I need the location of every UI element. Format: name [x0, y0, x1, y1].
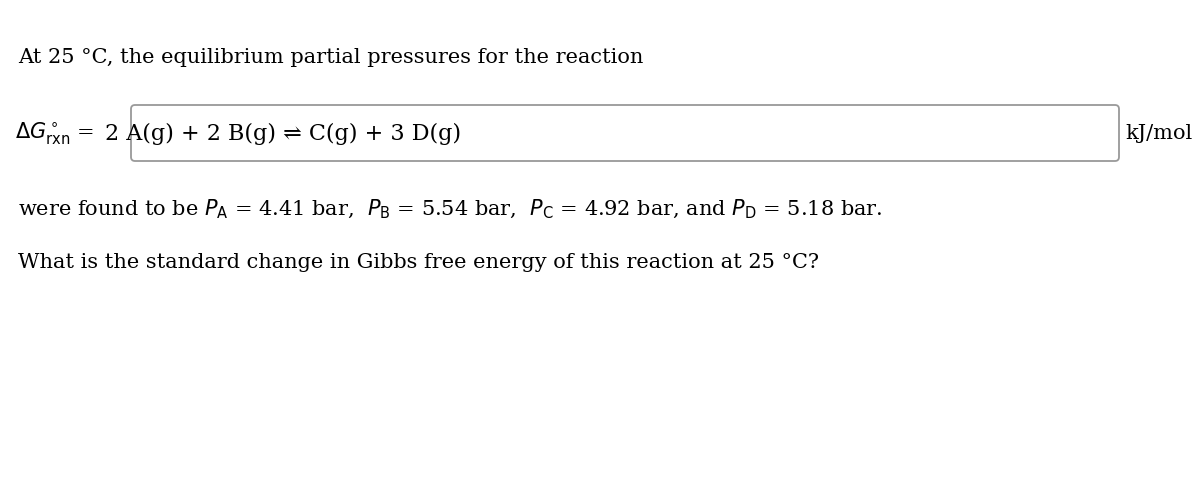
Text: $\Delta G^\circ_{\mathrm{rxn}}$ =: $\Delta G^\circ_{\mathrm{rxn}}$ =	[14, 120, 94, 146]
Text: 2 A(g) + 2 B(g) ⇌ C(g) + 3 D(g): 2 A(g) + 2 B(g) ⇌ C(g) + 3 D(g)	[106, 123, 461, 145]
FancyBboxPatch shape	[131, 105, 1120, 161]
Text: were found to be $P_{\mathrm{A}}$ = 4.41 bar,  $P_{\mathrm{B}}$ = 5.54 bar,  $P_: were found to be $P_{\mathrm{A}}$ = 4.41…	[18, 198, 882, 221]
Text: What is the standard change in Gibbs free energy of this reaction at 25 °C?: What is the standard change in Gibbs fre…	[18, 253, 818, 272]
Text: At 25 °C, the equilibrium partial pressures for the reaction: At 25 °C, the equilibrium partial pressu…	[18, 48, 643, 67]
Text: kJ/mol: kJ/mol	[1126, 123, 1193, 142]
